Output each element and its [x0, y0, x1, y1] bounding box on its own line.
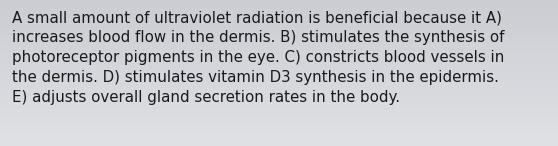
Text: A small amount of ultraviolet radiation is beneficial because it A)
increases bl: A small amount of ultraviolet radiation … — [12, 10, 505, 105]
